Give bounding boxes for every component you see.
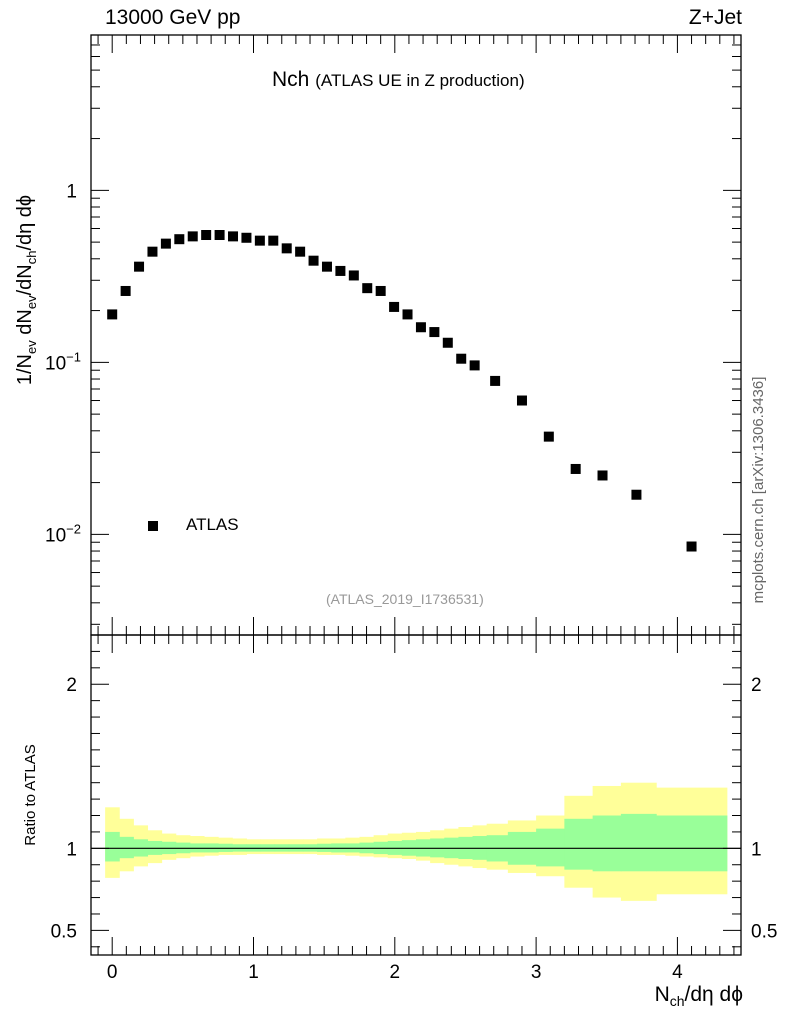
x-tick-label: 2 <box>390 962 401 983</box>
data-point <box>543 431 554 442</box>
y-tick-label: 10−1 <box>45 349 81 374</box>
data-point <box>107 309 118 320</box>
ratio-y-tick-label-left: 1 <box>66 839 77 860</box>
data-point <box>308 255 319 266</box>
data-point <box>686 541 697 552</box>
x-axis-label-rest: /dη dϕ <box>684 983 743 1006</box>
data-point <box>120 285 131 296</box>
data-point <box>254 235 265 246</box>
data-point <box>597 470 608 481</box>
data-point <box>134 261 145 272</box>
ratio-y-tick-label-right: 0.5 <box>751 921 777 942</box>
band-inner-bin <box>119 836 134 859</box>
band-inner-bin <box>620 813 657 872</box>
data-point <box>442 337 453 348</box>
x-axis-label-main: N <box>654 983 670 1006</box>
data-point <box>268 235 279 246</box>
ratio-ylabel: Ratio to ATLAS <box>22 744 39 846</box>
x-tick-label: 4 <box>672 962 683 983</box>
data-point <box>160 238 171 249</box>
x-tick-label: 1 <box>248 962 259 983</box>
legend-label: ATLAS <box>186 515 239 534</box>
data-point <box>429 327 440 338</box>
main-ylabel: 1/Nev dNev/dNch/dη dϕ <box>14 194 39 386</box>
ratio-frame <box>90 634 742 956</box>
main-frame <box>90 34 742 636</box>
band-inner-bin <box>105 831 120 862</box>
plot-title-sub: (ATLAS UE in Z production) <box>315 71 525 90</box>
data-point <box>147 246 158 257</box>
data-point <box>402 309 413 320</box>
ratio-y-tick-label-right: 2 <box>751 675 762 696</box>
watermark: mcplots.cern.ch [arXiv:1306.3436] <box>750 376 767 604</box>
band-inner-bin <box>656 815 728 872</box>
x-tick-label: 3 <box>531 962 542 983</box>
data-point <box>214 230 225 241</box>
data-point <box>490 375 501 386</box>
ratio-y-tick-label-right: 1 <box>751 839 762 860</box>
data-point <box>348 270 359 281</box>
band-inner-bin <box>536 828 565 867</box>
y-tick-label: 10−2 <box>45 521 81 546</box>
ratio-y-tick-label-left: 2 <box>66 675 77 696</box>
ratio-y-tick-label-left: 0.5 <box>51 921 77 942</box>
data-point <box>516 395 527 406</box>
data-point <box>174 234 185 245</box>
plot-title-main: Nch <box>272 68 310 91</box>
data-point <box>201 230 212 241</box>
analysis-tag: (ATLAS_2019_I1736531) <box>326 591 484 607</box>
y-tick-label: 1 <box>66 181 77 202</box>
data-point <box>389 301 400 312</box>
x-axis-label: Nch/dη dϕ <box>655 983 743 1009</box>
data-point <box>228 231 239 242</box>
data-point <box>241 232 252 243</box>
header-left-title: 13000 GeV pp <box>105 6 241 29</box>
data-point <box>187 231 198 242</box>
main-panel: 10−2 10−1 1 <box>45 34 742 636</box>
ratio-panel: 0 1 2 3 4 0.5 0.5 1 1 2 2 <box>51 634 777 983</box>
data-point <box>375 285 386 296</box>
data-point <box>570 463 581 474</box>
data-point <box>335 265 346 276</box>
legend-marker <box>148 521 158 531</box>
x-axis-label-sub: ch <box>669 993 685 1010</box>
data-point <box>469 360 480 371</box>
plot-title: Nch (ATLAS UE in Z production) <box>272 68 525 92</box>
data-point <box>362 283 373 294</box>
x-tick-label: 0 <box>107 962 118 983</box>
header-right-title: Z+Jet <box>688 6 742 29</box>
band-inner-bin <box>592 815 622 872</box>
data-point <box>281 243 292 254</box>
data-point <box>321 261 332 272</box>
data-point <box>415 322 426 333</box>
data-point <box>456 353 467 364</box>
data-point <box>295 246 306 257</box>
band-inner-bin <box>564 818 594 870</box>
data-point <box>631 489 642 500</box>
